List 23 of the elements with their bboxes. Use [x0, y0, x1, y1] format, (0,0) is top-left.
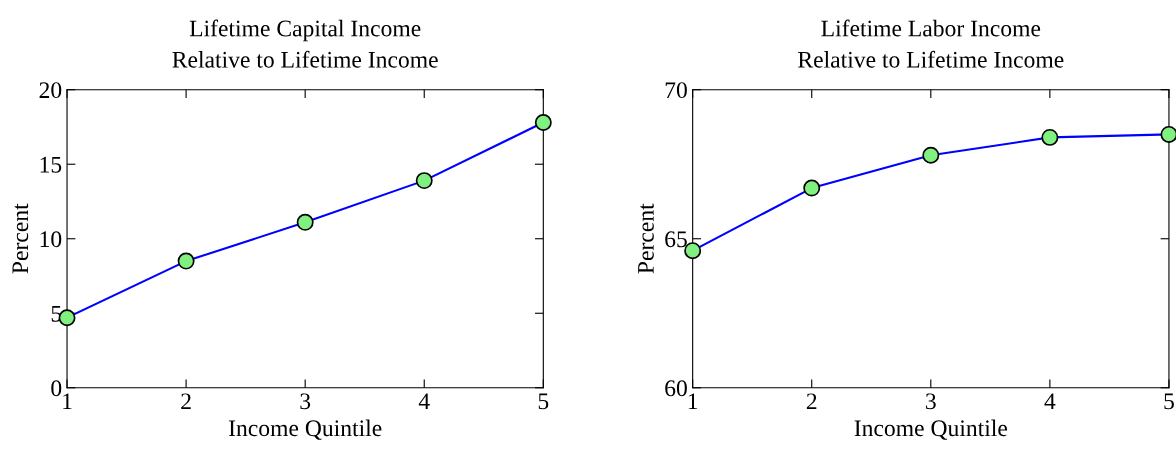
chart-title: Lifetime Labor Income Relative to Lifetime Income: [798, 19, 1064, 68]
y-axis-title: Percent: [12, 203, 29, 274]
y-tick-label: 70: [665, 82, 687, 99]
x-tick-label: 2: [806, 393, 817, 410]
y-tick-label: 15: [40, 156, 62, 173]
x-axis-title: Income Quintile: [228, 419, 382, 440]
x-tick-label: 5: [538, 393, 549, 410]
chart-title: Lifetime Capital Income Relative to Lifetime Income: [172, 19, 438, 68]
y-tick-label: 0: [51, 380, 62, 397]
x-tick-label: 2: [181, 393, 191, 410]
x-tick-label: 5: [1164, 393, 1174, 410]
y-axis-title: Percent: [638, 203, 654, 274]
x-tick-label: 3: [926, 393, 936, 410]
x-tick-label: 1: [63, 393, 72, 410]
y-tick-label: 60: [665, 380, 687, 397]
y-tick-label: 65: [665, 231, 687, 248]
y-tick-label: 10: [40, 231, 62, 248]
x-axis-title: Income Quintile: [854, 419, 1008, 440]
x-tick-label: 4: [1044, 393, 1056, 410]
x-tick-label: 4: [418, 393, 430, 410]
y-tick-label: 20: [39, 82, 62, 99]
x-tick-label: 1: [688, 393, 698, 410]
x-tick-label: 3: [300, 393, 311, 410]
